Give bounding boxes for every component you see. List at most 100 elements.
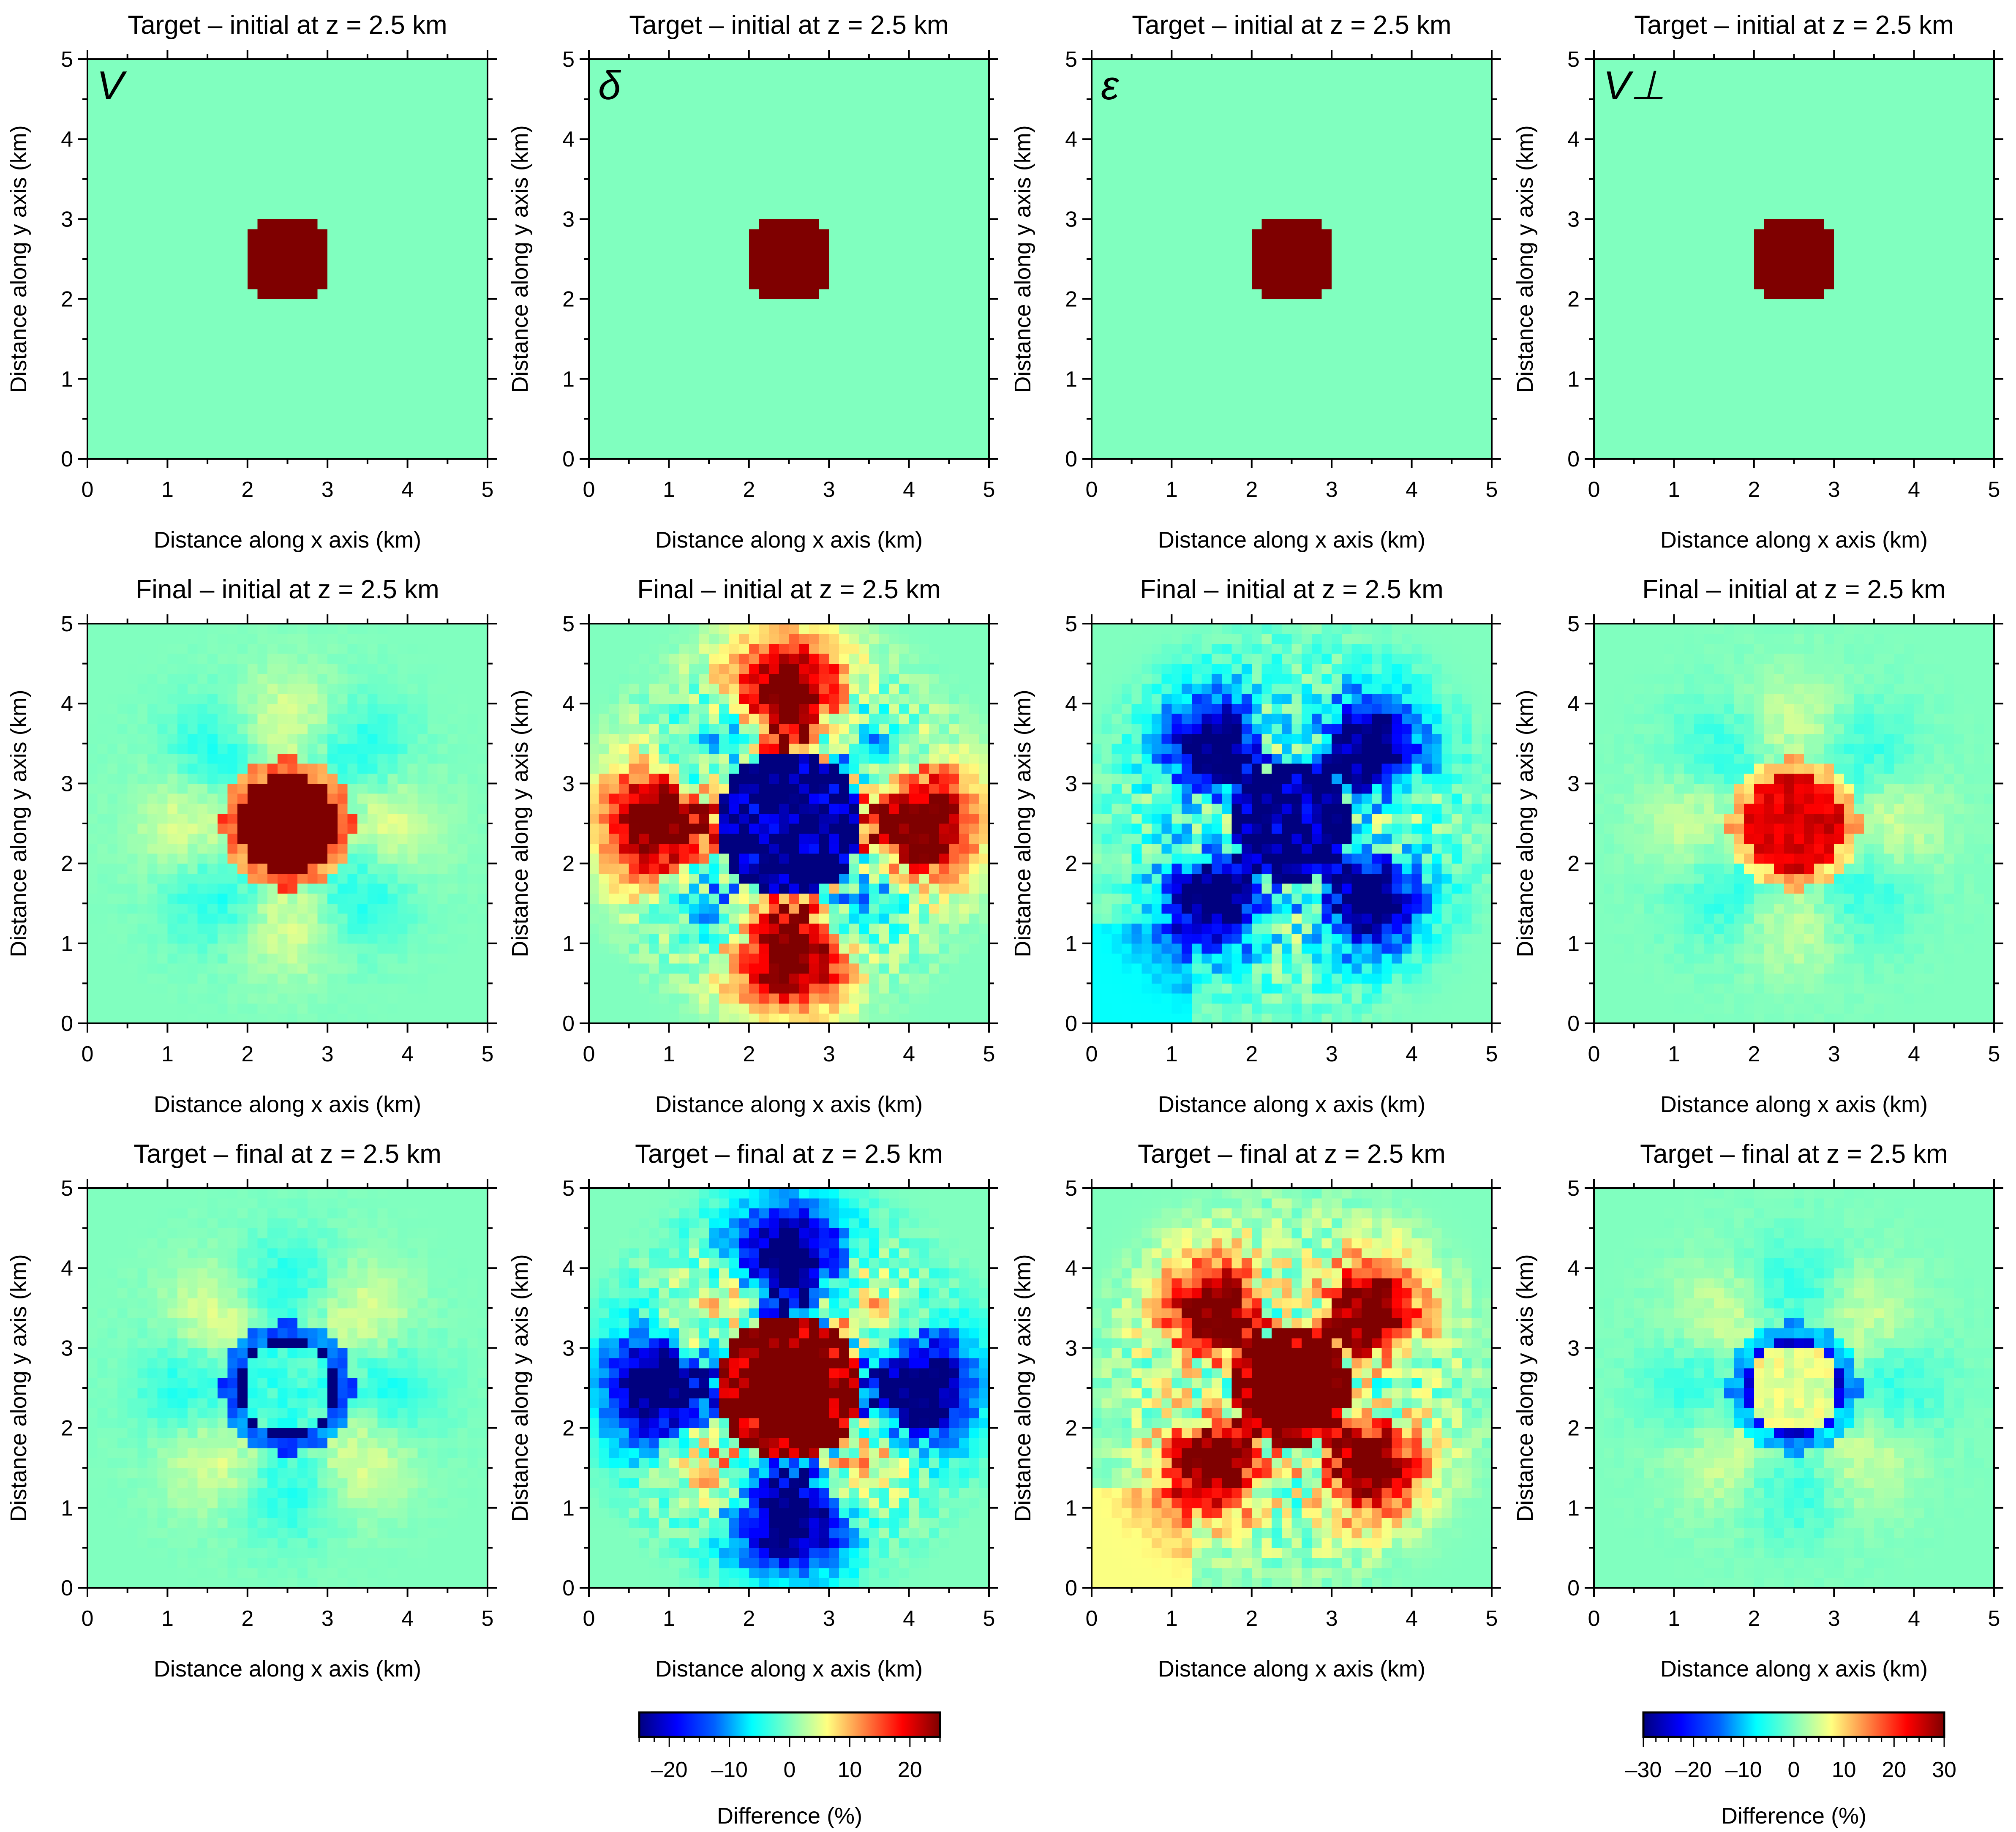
heatmap-cell xyxy=(849,179,859,190)
heatmap-cell xyxy=(899,449,910,459)
heatmap-cell xyxy=(939,149,949,160)
heatmap-cell xyxy=(277,249,288,259)
heatmap-cell xyxy=(1171,269,1182,279)
heatmap-cell xyxy=(1231,419,1242,429)
heatmap-cell xyxy=(689,369,700,379)
heatmap-cell xyxy=(1461,79,1472,90)
heatmap-cell xyxy=(237,329,248,339)
heatmap-cell xyxy=(769,159,779,169)
heatmap-cell xyxy=(949,419,959,429)
heatmap-cell xyxy=(397,119,408,130)
heatmap-cell xyxy=(1131,119,1142,130)
heatmap-cell xyxy=(589,69,599,79)
heatmap-cell xyxy=(1381,169,1392,180)
heatmap-cell xyxy=(347,339,358,349)
heatmap-cell xyxy=(197,139,208,150)
heatmap-cell xyxy=(1422,329,1432,339)
heatmap-cell xyxy=(1441,69,1452,79)
heatmap-cell xyxy=(1191,79,1202,90)
heatmap-cell xyxy=(267,199,278,210)
heatmap-cell xyxy=(589,269,599,279)
heatmap-cell xyxy=(417,369,428,379)
heatmap-cell xyxy=(197,379,208,390)
heatmap-cell xyxy=(769,99,779,109)
heatmap-cell xyxy=(327,199,338,210)
heatmap-cell xyxy=(749,249,760,259)
heatmap-cell xyxy=(1302,129,1312,139)
heatmap-cell xyxy=(97,239,108,249)
x-axis-label: Distance along x axis (km) xyxy=(1158,527,1425,553)
heatmap-cell xyxy=(1411,149,1422,160)
heatmap-cell xyxy=(1362,399,1372,409)
heatmap-cell xyxy=(187,369,198,379)
heatmap-cell xyxy=(849,199,859,210)
heatmap-cell xyxy=(277,409,288,419)
heatmap-cell xyxy=(679,279,689,289)
heatmap-cell xyxy=(427,139,438,150)
heatmap-cell xyxy=(849,449,859,459)
heatmap-cell xyxy=(1351,309,1362,319)
heatmap-cell xyxy=(357,309,368,319)
heatmap-cell xyxy=(1371,79,1382,90)
heatmap-cell xyxy=(377,179,388,190)
heatmap-cell xyxy=(639,269,649,279)
heatmap-cell xyxy=(829,319,839,330)
heatmap-cell xyxy=(407,289,418,300)
heatmap-cell xyxy=(1422,69,1432,79)
heatmap-cell xyxy=(849,129,859,139)
heatmap-cell xyxy=(1112,409,1122,419)
heatmap-cell xyxy=(357,289,368,300)
heatmap-cell xyxy=(157,199,168,210)
heatmap-cell xyxy=(1452,259,1462,270)
heatmap-cell xyxy=(207,169,218,180)
heatmap-cell xyxy=(799,159,809,169)
heatmap-cell xyxy=(277,119,288,130)
heatmap-cell xyxy=(1161,329,1172,339)
heatmap-cell xyxy=(589,179,599,190)
heatmap-cell xyxy=(417,179,428,190)
heatmap-cell xyxy=(979,389,989,399)
heatmap-cell xyxy=(1131,259,1142,270)
heatmap-cell xyxy=(939,359,949,369)
heatmap-cell xyxy=(117,449,128,459)
heatmap-cell xyxy=(919,349,929,360)
heatmap-cell xyxy=(1221,79,1232,90)
heatmap-cell xyxy=(1131,439,1142,449)
heatmap-cell xyxy=(799,69,809,79)
heatmap-cell xyxy=(679,179,689,190)
heatmap-cell xyxy=(789,339,799,349)
heatmap-cell xyxy=(117,319,128,330)
x-tick-label: 5 xyxy=(983,477,995,502)
heatmap-cell xyxy=(629,89,639,100)
heatmap-cell xyxy=(117,259,128,270)
heatmap-cell xyxy=(1441,429,1452,439)
panel-title: Target – initial at z = 2.5 km xyxy=(629,11,948,40)
heatmap-cell xyxy=(769,89,779,100)
heatmap-cell xyxy=(127,69,138,79)
heatmap-cell xyxy=(207,409,218,419)
heatmap-cell xyxy=(899,419,910,429)
heatmap-cell xyxy=(599,399,609,409)
heatmap-cell xyxy=(909,239,919,249)
heatmap-cell xyxy=(759,399,769,409)
heatmap-cell xyxy=(1221,149,1232,160)
heatmap-cell xyxy=(407,299,418,309)
heatmap-cell xyxy=(1471,259,1482,270)
heatmap-cell xyxy=(377,229,388,240)
heatmap-cell xyxy=(599,199,609,210)
heatmap-cell xyxy=(327,269,338,279)
heatmap-cell xyxy=(869,79,880,90)
heatmap-cell xyxy=(1122,149,1132,160)
heatmap-cell xyxy=(649,109,659,120)
heatmap-cell xyxy=(377,119,388,130)
heatmap-cell xyxy=(739,339,749,349)
heatmap-cell xyxy=(809,119,820,130)
heatmap-cell xyxy=(879,59,889,70)
heatmap-cell xyxy=(1191,249,1202,259)
y-axis-label: Distance along y axis (km) xyxy=(507,125,533,393)
heatmap-cell xyxy=(1431,179,1442,190)
heatmap-cell xyxy=(1141,199,1152,210)
heatmap-cell xyxy=(1362,89,1372,100)
heatmap-cell xyxy=(407,159,418,169)
heatmap-cell xyxy=(1131,69,1142,79)
